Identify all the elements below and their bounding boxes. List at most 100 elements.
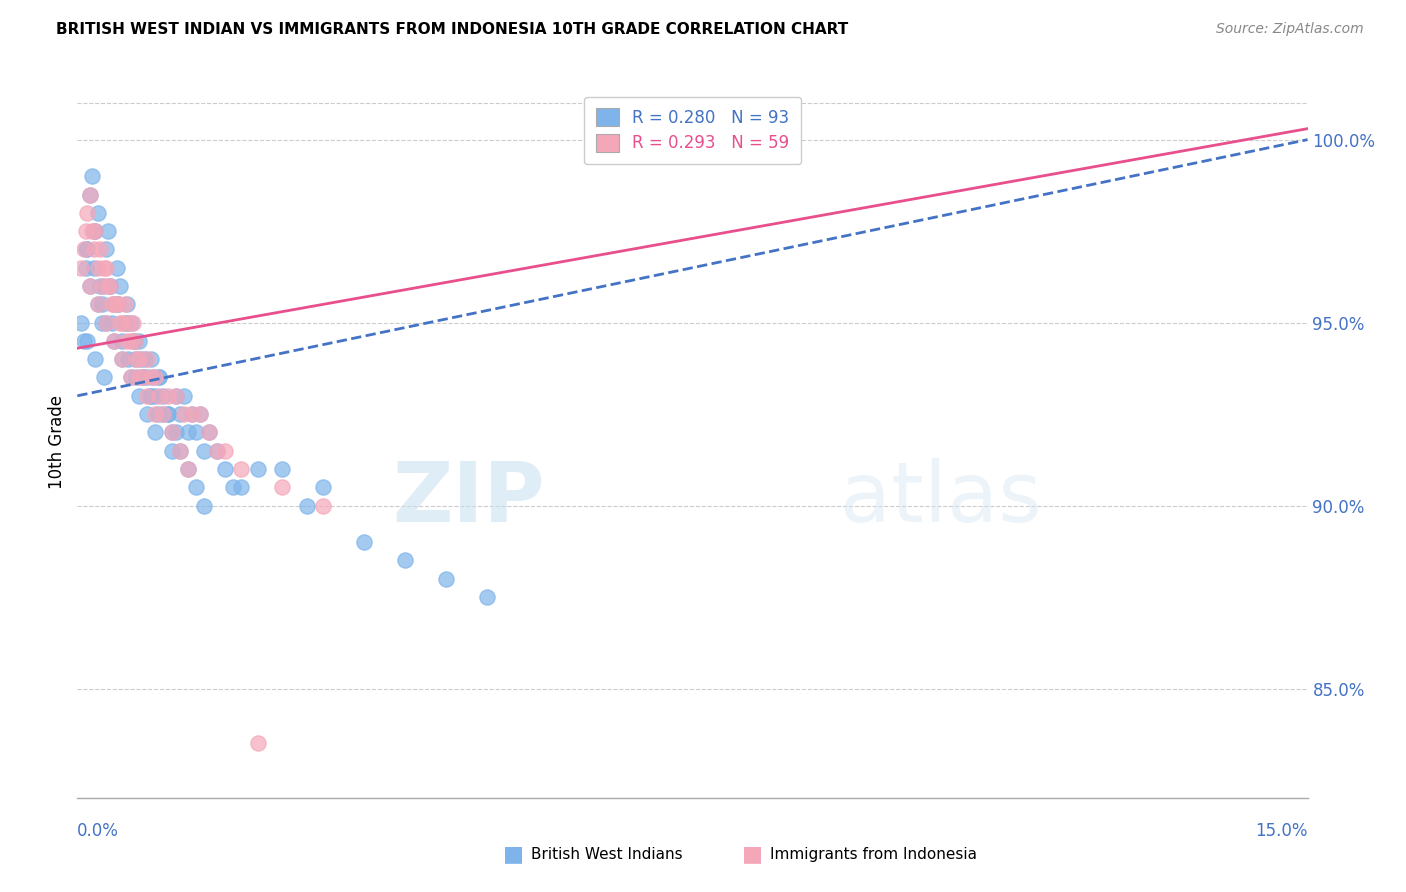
Point xyxy=(94,260,117,275)
Point xyxy=(103,297,125,311)
Point xyxy=(128,389,150,403)
Point xyxy=(214,443,236,458)
Point xyxy=(120,370,142,384)
Point xyxy=(115,334,138,348)
Point xyxy=(141,370,163,384)
Point xyxy=(186,480,208,494)
Point xyxy=(103,297,125,311)
Point xyxy=(93,260,115,275)
Point xyxy=(117,316,139,330)
Point xyxy=(87,297,110,311)
Point xyxy=(115,297,138,311)
Point xyxy=(114,297,136,311)
Point xyxy=(143,370,166,384)
Point xyxy=(132,370,155,384)
Point xyxy=(146,407,169,421)
Point xyxy=(128,352,150,367)
Point xyxy=(152,407,174,421)
Point xyxy=(107,297,129,311)
Point xyxy=(115,316,138,330)
Point xyxy=(79,187,101,202)
Point xyxy=(120,334,142,348)
Point xyxy=(111,316,134,330)
Point xyxy=(90,279,114,293)
Point xyxy=(181,407,204,421)
Point xyxy=(169,443,191,458)
Point xyxy=(84,352,107,367)
Legend: R = 0.280   N = 93, R = 0.293   N = 59: R = 0.280 N = 93, R = 0.293 N = 59 xyxy=(583,96,801,164)
Point xyxy=(148,370,170,384)
Point xyxy=(271,480,294,494)
Point xyxy=(82,224,104,238)
Point xyxy=(136,407,159,421)
Point xyxy=(156,407,179,421)
Point xyxy=(353,535,375,549)
Point xyxy=(188,407,212,421)
Point xyxy=(169,407,191,421)
Point xyxy=(84,224,107,238)
Text: ■: ■ xyxy=(742,845,762,864)
Point xyxy=(98,279,121,293)
Point xyxy=(246,462,269,476)
Point xyxy=(271,462,294,476)
Point xyxy=(143,407,166,421)
Point xyxy=(87,206,110,220)
Point xyxy=(128,370,150,384)
Point xyxy=(70,260,93,275)
Point xyxy=(122,316,145,330)
Point xyxy=(148,370,170,384)
Point xyxy=(312,499,335,513)
Point xyxy=(124,352,146,367)
Point xyxy=(142,370,165,384)
Point xyxy=(125,370,148,384)
Point xyxy=(477,590,499,604)
Point xyxy=(188,407,212,421)
Point xyxy=(205,443,228,458)
Point xyxy=(160,425,183,440)
Point xyxy=(105,297,128,311)
Text: Immigrants from Indonesia: Immigrants from Indonesia xyxy=(770,847,977,862)
Point xyxy=(214,462,236,476)
Point xyxy=(231,480,253,494)
Point xyxy=(125,352,148,367)
Point xyxy=(76,243,98,257)
Point xyxy=(141,389,163,403)
Point xyxy=(156,407,179,421)
Point xyxy=(79,187,101,202)
Point xyxy=(107,297,129,311)
Point xyxy=(108,279,131,293)
Point xyxy=(186,425,208,440)
Point xyxy=(124,334,146,348)
Point xyxy=(83,260,105,275)
Point xyxy=(120,370,142,384)
Text: Source: ZipAtlas.com: Source: ZipAtlas.com xyxy=(1216,22,1364,37)
Point xyxy=(143,389,166,403)
Point xyxy=(79,279,101,293)
Point xyxy=(101,297,124,311)
Point xyxy=(136,352,159,367)
Point xyxy=(98,279,121,293)
Text: British West Indians: British West Indians xyxy=(531,847,683,862)
Point xyxy=(111,352,134,367)
Point xyxy=(107,297,129,311)
Point xyxy=(169,443,191,458)
Point xyxy=(97,279,120,293)
Point xyxy=(70,316,93,330)
Point xyxy=(76,206,98,220)
Point xyxy=(87,297,110,311)
Point xyxy=(103,334,125,348)
Y-axis label: 10th Grade: 10th Grade xyxy=(48,394,66,489)
Point xyxy=(76,334,98,348)
Point xyxy=(82,169,104,184)
Point xyxy=(152,389,174,403)
Point xyxy=(193,443,215,458)
Point xyxy=(73,334,96,348)
Point xyxy=(83,224,105,238)
Text: ZIP: ZIP xyxy=(392,458,546,539)
Point xyxy=(136,370,159,384)
Point xyxy=(101,316,124,330)
Point xyxy=(90,316,114,330)
Point xyxy=(160,425,183,440)
Point xyxy=(160,443,183,458)
Point xyxy=(197,425,219,440)
